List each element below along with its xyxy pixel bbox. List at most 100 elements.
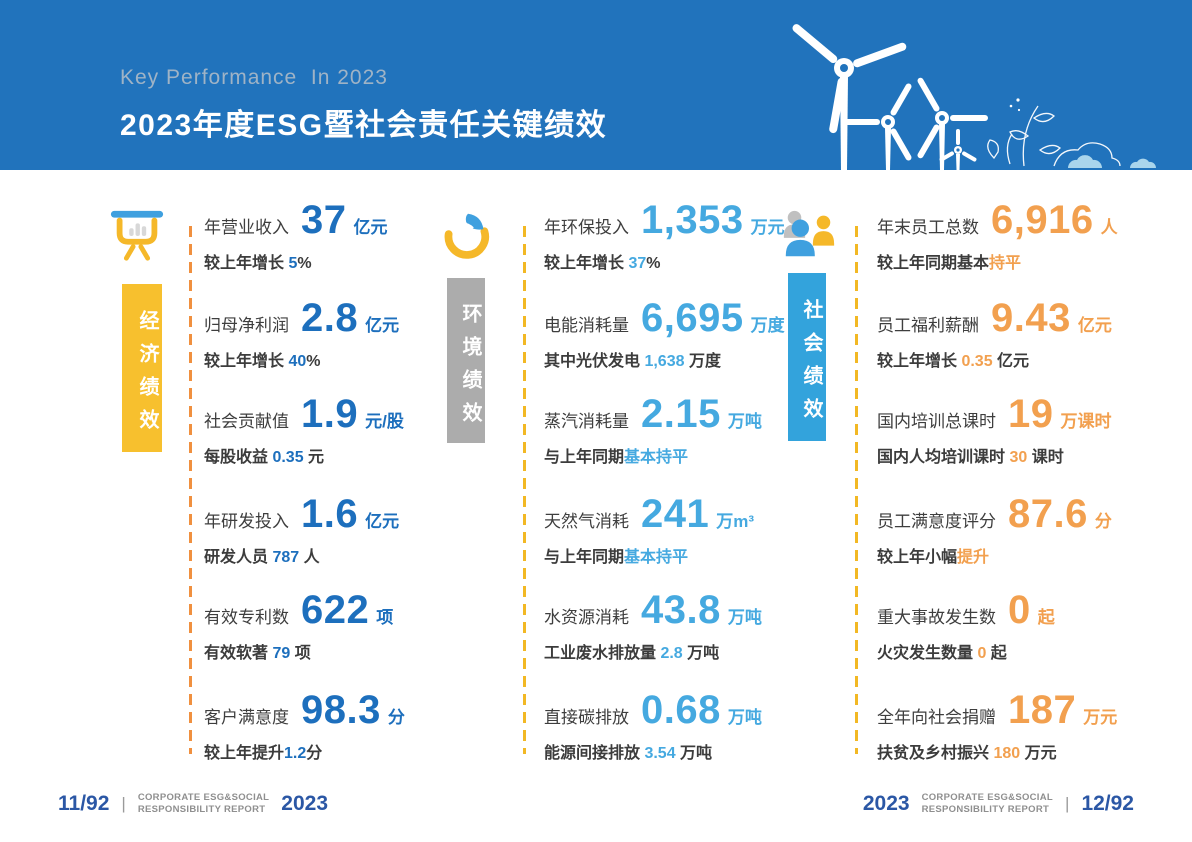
metric-subline: 工业废水排放量 2.8 万吨 xyxy=(544,639,762,663)
metric-subline: 与上年同期基本持平 xyxy=(544,543,754,567)
metric-label: 员工福利薪酬 xyxy=(877,316,979,335)
metric-unit: 人 xyxy=(1100,218,1118,237)
metric-unit: 亿元 xyxy=(365,316,400,335)
metric-label: 水资源消耗 xyxy=(544,608,629,627)
metric-carbon: 直接碳排放 0.68 万吨 能源间接排放 3.54 万吨 xyxy=(544,690,762,763)
metric-unit: 万度 xyxy=(750,316,785,335)
metric-label: 社会贡献值 xyxy=(204,412,289,431)
page-number-right: 12/92 xyxy=(1081,792,1134,815)
metric-sub-highlight: 787 xyxy=(272,549,300,566)
metric-unit: 起 xyxy=(1037,608,1055,627)
metric-sub-text: 较上年小幅 xyxy=(877,549,958,566)
metric-unit: 万吨 xyxy=(727,412,762,431)
metric-value: 2.15 xyxy=(641,392,721,436)
column-label-social: 社会绩效 xyxy=(788,273,826,441)
metric-customer-satisfaction: 客户满意度 98.3 分 较上年提升1.2分 xyxy=(204,690,405,763)
metric-label: 国内培训总课时 xyxy=(877,412,996,431)
footer-separator: | xyxy=(121,794,126,813)
metric-sub-text: % xyxy=(297,255,312,272)
metric-subline: 每股收益 0.35 元 xyxy=(204,443,404,467)
column-label-economic: 经济绩效 xyxy=(122,284,162,452)
metric-net-profit: 归母净利润 2.8 亿元 较上年增长 40% xyxy=(204,298,399,371)
metric-sub-text: 万元 xyxy=(1020,745,1057,762)
metric-sub-text: 其中光伏发电 xyxy=(544,353,645,370)
metric-label: 天然气消耗 xyxy=(544,512,629,531)
metric-subline: 较上年提升1.2分 xyxy=(204,739,405,763)
footer-separator: | xyxy=(1065,794,1070,813)
metric-value: 9.43 xyxy=(991,296,1071,340)
metric-value: 19 xyxy=(1008,392,1054,436)
metric-sub-text: 元 xyxy=(303,449,325,466)
report-year-left: 2023 xyxy=(281,792,328,815)
metric-unit: 万m³ xyxy=(716,512,755,531)
page-header: Key Performance In 2023 2023年度ESG暨社会责任关键… xyxy=(0,0,1192,170)
people-group-icon xyxy=(783,210,835,257)
metric-sub-text: 有效软著 xyxy=(204,645,273,662)
metric-social-contribution: 社会贡献值 1.9 元/股 每股收益 0.35 元 xyxy=(204,394,404,467)
metric-sub-text: 与上年同期 xyxy=(544,449,625,466)
metric-label: 归母净利润 xyxy=(204,316,289,335)
metric-label: 年末员工总数 xyxy=(877,218,979,237)
metric-unit: 分 xyxy=(387,708,405,727)
metric-sub-text: 分 xyxy=(306,745,323,762)
metric-unit: 亿元 xyxy=(353,218,388,237)
metric-sub-highlight: 37 xyxy=(628,255,647,272)
metric-unit: 项 xyxy=(376,608,394,627)
metric-sub-highlight: 30 xyxy=(1009,449,1028,466)
metric-subline: 较上年增长 40% xyxy=(204,347,399,371)
metric-employee-welfare: 员工福利薪酬 9.43 亿元 较上年增长 0.35 亿元 xyxy=(877,298,1112,371)
metric-sub-highlight: 提升 xyxy=(957,549,990,566)
metric-subline: 研发人员 787 人 xyxy=(204,543,399,567)
metric-sub-text: 较上年增长 xyxy=(544,255,629,272)
metric-subline: 扶贫及乡村振兴 180 万元 xyxy=(877,739,1117,763)
report-name: CORPORATE ESG&SOCIAL RESPONSIBILITY REPO… xyxy=(138,792,269,816)
metric-sub-text: 扶贫及乡村振兴 xyxy=(877,745,994,762)
metric-label: 年环保投入 xyxy=(544,218,629,237)
metric-sub-text: 较上年增长 xyxy=(204,353,289,370)
metric-sub-highlight: 3.54 xyxy=(644,745,676,762)
metric-steam: 蒸汽消耗量 2.15 万吨 与上年同期基本持平 xyxy=(544,394,762,467)
metric-natural-gas: 天然气消耗 241 万m³ 与上年同期基本持平 xyxy=(544,494,754,567)
metric-sub-text: % xyxy=(306,353,321,370)
column-social: 社会绩效 年末员工总数 6,916 人 较上年同期基本持平 员工福利薪酬 9.43 亿元… xyxy=(765,170,1118,770)
metric-label: 直接碳排放 xyxy=(544,708,629,727)
metric-value: 6,916 xyxy=(991,198,1094,242)
metric-value: 187 xyxy=(1008,688,1077,732)
metric-label: 年研发投入 xyxy=(204,512,289,531)
metric-env-investment: 年环保投入 1,353 万元 较上年增长 37% xyxy=(544,200,785,273)
metric-unit: 万吨 xyxy=(727,708,762,727)
metric-sub-text: 亿元 xyxy=(992,353,1030,370)
metric-label: 有效专利数 xyxy=(204,608,289,627)
metric-sub-text: 研发人员 xyxy=(204,549,273,566)
metric-sub-text: 能源间接排放 xyxy=(544,745,645,762)
metric-sub-highlight: 40 xyxy=(288,353,307,370)
metric-sub-highlight: 2.8 xyxy=(660,645,683,662)
metric-unit: 万课时 xyxy=(1060,412,1112,431)
header-subtitle: Key Performance In 2023 xyxy=(120,66,388,89)
metric-value: 6,695 xyxy=(641,296,744,340)
metric-rd-investment: 年研发投入 1.6 亿元 研发人员 787 人 xyxy=(204,494,399,567)
metric-unit: 元/股 xyxy=(365,412,404,431)
column-divider xyxy=(523,226,526,754)
metric-sub-highlight: 5 xyxy=(288,255,298,272)
metric-employee-satisfaction: 员工满意度评分 87.6 分 较上年小幅提升 xyxy=(877,494,1112,567)
metric-sub-text: 火灾发生数量 xyxy=(877,645,978,662)
metric-subline: 较上年小幅提升 xyxy=(877,543,1112,567)
leaf-hand-icon xyxy=(444,213,490,259)
metric-sub-highlight: 基本持平 xyxy=(624,549,689,566)
metric-training-hours: 国内培训总课时 19 万课时 国内人均培训课时 30 课时 xyxy=(877,394,1112,467)
page-title: 2023年度ESG暨社会责任关键绩效 xyxy=(120,109,608,142)
metric-value: 1.6 xyxy=(301,492,359,536)
wind-turbines-illustration xyxy=(792,24,1157,170)
metric-sub-text: 项 xyxy=(290,645,311,662)
report-name-line2: RESPONSIBILITY REPORT xyxy=(137,804,266,815)
metric-sub-text: 课时 xyxy=(1027,449,1064,466)
presentation-chart-icon xyxy=(110,210,164,261)
metric-subline: 其中光伏发电 1,638 万度 xyxy=(544,347,785,371)
page-number-left: 11/92 xyxy=(58,792,110,815)
metric-value: 2.8 xyxy=(301,296,359,340)
report-name-line1: CORPORATE ESG&SOCIAL xyxy=(921,792,1054,804)
metric-sub-highlight: 持平 xyxy=(989,255,1022,272)
metric-value: 87.6 xyxy=(1008,492,1088,536)
